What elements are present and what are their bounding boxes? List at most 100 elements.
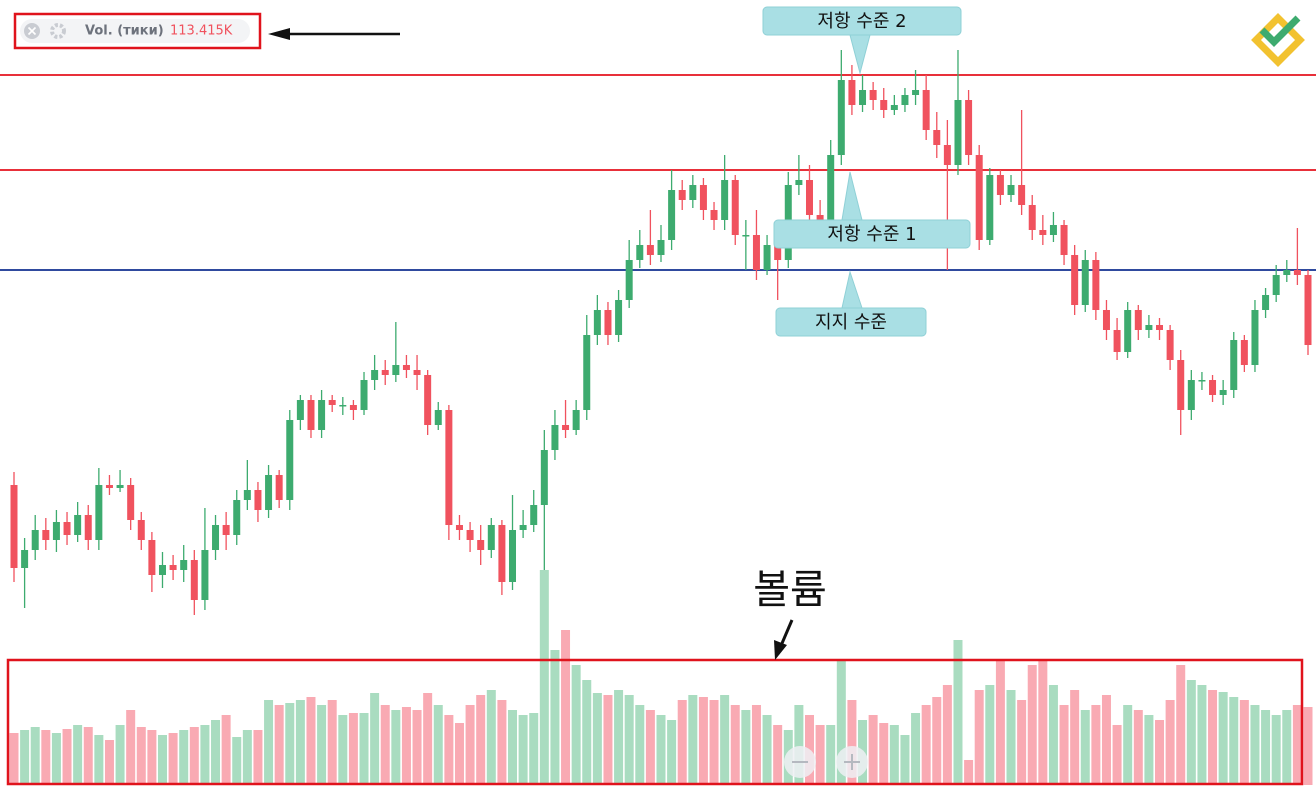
volume-bar bbox=[1070, 690, 1080, 785]
candle-body bbox=[466, 530, 474, 540]
candle-body bbox=[583, 335, 591, 410]
volume-bar bbox=[1101, 695, 1111, 785]
volume-bar bbox=[1155, 720, 1165, 785]
volume-bar bbox=[1017, 700, 1027, 785]
volume-bar bbox=[836, 660, 846, 785]
volume-bar bbox=[285, 703, 295, 785]
volume-bar bbox=[370, 693, 380, 785]
volume-bar bbox=[794, 705, 804, 785]
volume-bar bbox=[953, 640, 963, 785]
candle-body bbox=[551, 425, 559, 450]
volume-bar bbox=[189, 727, 199, 785]
candle-body bbox=[265, 475, 273, 510]
candle-body bbox=[254, 490, 262, 510]
volume-bar bbox=[264, 700, 274, 785]
volume-bar bbox=[20, 730, 30, 785]
candle-body bbox=[795, 180, 803, 185]
volume-bar bbox=[51, 733, 61, 785]
volume-bar bbox=[1218, 692, 1228, 785]
volume-bar bbox=[401, 707, 411, 785]
volume-bar bbox=[688, 695, 698, 785]
volume-bar bbox=[571, 665, 581, 785]
candle-body bbox=[1071, 255, 1079, 305]
volume-bar bbox=[751, 705, 761, 785]
volume-bar bbox=[1165, 700, 1175, 785]
close-icon-x bbox=[27, 26, 37, 36]
candle-body bbox=[296, 400, 304, 420]
volume-bar bbox=[582, 680, 592, 785]
candle-body bbox=[455, 525, 463, 530]
volume-bar bbox=[942, 685, 952, 785]
settings-icon[interactable] bbox=[50, 23, 66, 39]
candle-body bbox=[774, 245, 782, 260]
volume-bar bbox=[1091, 705, 1101, 785]
volume-bar bbox=[911, 713, 921, 785]
candle-body bbox=[413, 370, 421, 375]
candle-body bbox=[572, 410, 580, 430]
volume-bar bbox=[62, 729, 72, 785]
candle-body bbox=[1081, 260, 1089, 305]
candle-body bbox=[1187, 380, 1195, 410]
volume-bar bbox=[253, 730, 263, 785]
volume-frame bbox=[6, 658, 1304, 786]
volume-label: 볼륨 bbox=[753, 567, 827, 613]
candle-body bbox=[1209, 380, 1217, 395]
candle-body bbox=[593, 310, 601, 335]
candle-body bbox=[1272, 275, 1280, 295]
volume-bar bbox=[889, 725, 899, 785]
volume-bar bbox=[603, 695, 613, 785]
candle-body bbox=[763, 245, 771, 270]
candle-body bbox=[731, 180, 739, 235]
volume-bar bbox=[964, 760, 974, 785]
volume-bar bbox=[1176, 665, 1186, 785]
volume-bar bbox=[518, 715, 528, 785]
candle-body bbox=[74, 515, 82, 535]
volume-bar bbox=[359, 713, 369, 785]
volume-bar bbox=[667, 720, 677, 785]
candle-body bbox=[1092, 260, 1100, 310]
volume-bar bbox=[995, 660, 1005, 785]
candle-body bbox=[668, 190, 676, 240]
volume-bar bbox=[730, 705, 740, 785]
candle-body bbox=[1230, 340, 1238, 390]
candle-body bbox=[158, 565, 166, 575]
volume-bar bbox=[1229, 697, 1239, 785]
callout bbox=[775, 307, 927, 337]
candle-body bbox=[1018, 185, 1026, 205]
volume-bar bbox=[1250, 705, 1260, 785]
volume-bar bbox=[932, 697, 942, 785]
volume-bar bbox=[83, 727, 93, 785]
volume-bar bbox=[104, 740, 114, 785]
volume-bar bbox=[73, 725, 83, 785]
candle-body bbox=[848, 80, 856, 105]
volume-bar bbox=[454, 723, 464, 785]
candle-body bbox=[233, 500, 241, 535]
candle-body bbox=[10, 485, 18, 568]
callout bbox=[773, 219, 971, 249]
legend-bg bbox=[20, 19, 250, 43]
candle-body bbox=[1293, 270, 1301, 275]
volume-bar bbox=[221, 715, 231, 785]
candle-body bbox=[752, 235, 760, 270]
legend-frame bbox=[13, 12, 262, 50]
candle-body bbox=[105, 485, 113, 488]
callout-label: 저항 수준 2 bbox=[817, 11, 906, 32]
candle-body bbox=[424, 375, 432, 425]
candle-body bbox=[445, 410, 453, 525]
candle-body bbox=[1134, 310, 1142, 330]
volume-bar bbox=[614, 690, 624, 785]
candle-body bbox=[127, 485, 135, 520]
arrow-head bbox=[268, 28, 290, 40]
candle-body bbox=[339, 405, 347, 407]
volume-bar bbox=[508, 710, 518, 785]
candle-body bbox=[487, 525, 495, 550]
callout-label: 지지 수준 bbox=[815, 312, 887, 333]
candle-body bbox=[943, 145, 951, 165]
candle-body bbox=[710, 210, 718, 220]
callout-pointer bbox=[841, 270, 863, 309]
candle-body bbox=[84, 515, 92, 540]
candle-body bbox=[954, 100, 962, 165]
volume-bar bbox=[815, 725, 825, 785]
volume-bar bbox=[624, 695, 634, 785]
candle-body bbox=[965, 100, 973, 155]
